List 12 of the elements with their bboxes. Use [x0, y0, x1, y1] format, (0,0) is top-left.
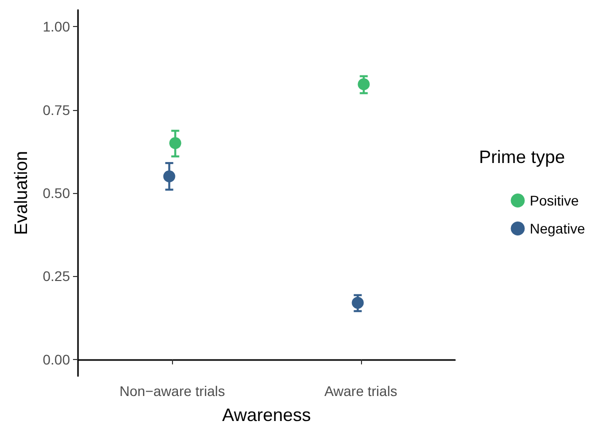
x-axis-title: Awareness — [222, 405, 311, 425]
x-tick-label: Non−aware trials — [120, 383, 225, 399]
y-axis-title: Evaluation — [11, 150, 31, 236]
y-tick-label: 0.00 — [42, 351, 70, 368]
y-tick-label: 0.50 — [42, 185, 70, 201]
x-tick-label: Aware trials — [324, 383, 398, 399]
legend-label: Negative — [530, 220, 586, 236]
y-tick-label: 0.75 — [42, 102, 70, 118]
y-tick-label: 1.00 — [42, 18, 70, 35]
y-tick-label: 0.25 — [42, 268, 70, 284]
legend-title: Prime type — [478, 147, 566, 167]
legend-label: Positive — [530, 192, 579, 208]
